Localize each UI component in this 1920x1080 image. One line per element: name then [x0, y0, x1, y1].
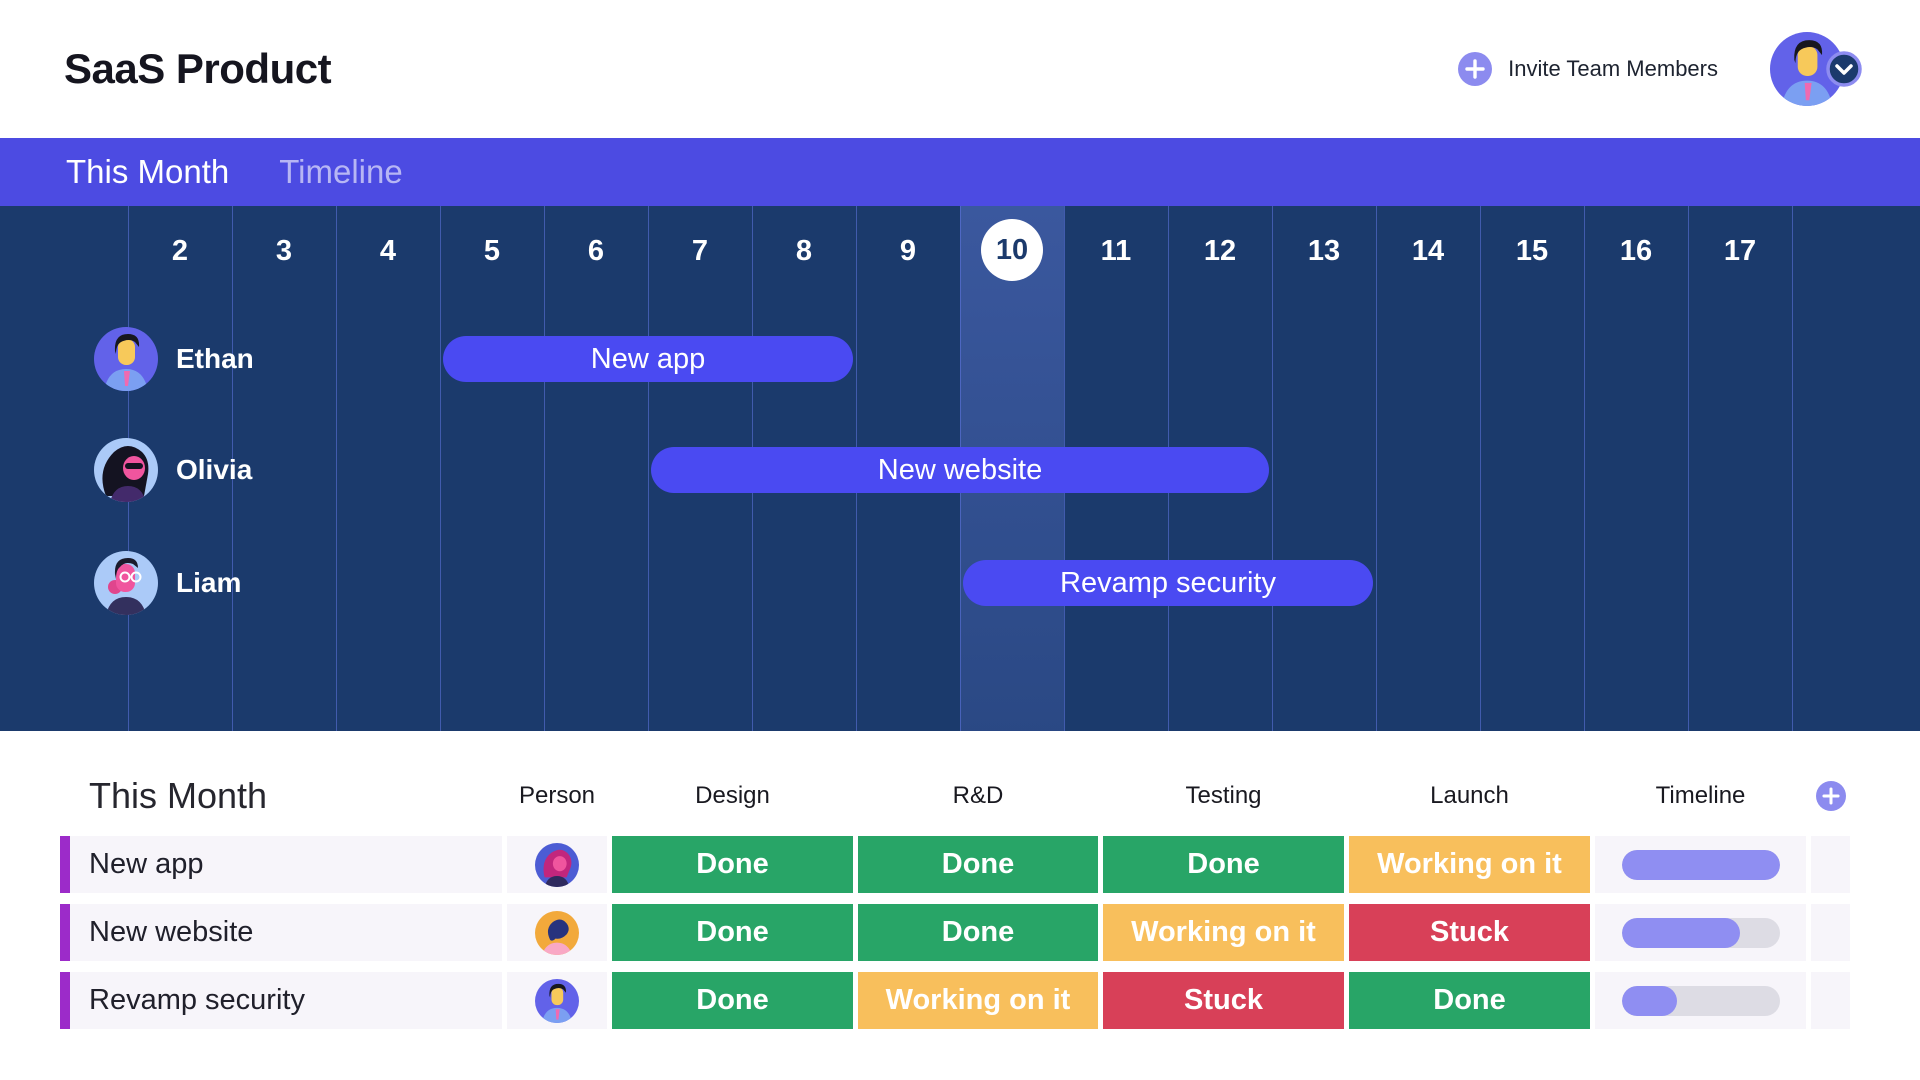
plus-icon: [1815, 781, 1846, 811]
add-column-spacer-cell: [1811, 904, 1850, 961]
day-label: 2: [171, 235, 189, 267]
person-cell[interactable]: [507, 836, 607, 893]
invite-team-members-button[interactable]: Invite Team Members: [1458, 52, 1718, 86]
day-label: 13: [1307, 235, 1341, 267]
column-header-r-d: R&D: [952, 782, 1004, 809]
app-header: SaaS Product Invite Team Members: [0, 0, 1920, 138]
gantt-gridline: [1584, 206, 1585, 731]
gantt-gridline: [440, 206, 441, 731]
status-cell[interactable]: Done: [858, 904, 1098, 961]
progress-bar: [1621, 917, 1780, 948]
status-cell[interactable]: Working on it: [1349, 836, 1590, 893]
ethan-avatar: [94, 327, 158, 391]
status-cell[interactable]: Working on it: [858, 972, 1098, 1029]
table-row: New app Done Done Done Working on it: [60, 836, 1850, 893]
person-name: Olivia: [176, 454, 253, 485]
task-name-cell[interactable]: New website: [60, 904, 502, 961]
gantt-gridline: [1272, 206, 1273, 731]
olivia-avatar: [94, 438, 158, 502]
day-label: 11: [1100, 235, 1132, 267]
progress-bar: [1621, 849, 1780, 880]
add-column-spacer-cell: [1811, 972, 1850, 1029]
gantt-timeline: 2 3 4 5 6 7 8 9 10 11 12 13 14 15 16 17 Ethan New app Ol…: [0, 206, 1920, 731]
day-label: 8: [795, 235, 813, 267]
today-badge: 10: [981, 219, 1043, 281]
page-title: SaaS Product: [64, 45, 332, 92]
table-row: New website Done Done Working on it Stuck: [60, 904, 1850, 961]
view-tabs: This Month Timeline: [0, 138, 1920, 206]
day-label: 4: [379, 235, 397, 267]
mini-avatar-2: [535, 910, 579, 955]
column-header-testing: Testing: [1185, 782, 1262, 809]
person-cell[interactable]: [507, 972, 607, 1029]
table-title: This Month: [89, 775, 268, 816]
gantt-bar-new-app[interactable]: New app: [443, 336, 853, 382]
gantt-gridline: [1376, 206, 1377, 731]
day-label: 15: [1515, 235, 1549, 267]
user-menu[interactable]: [1770, 32, 1862, 106]
person-cell[interactable]: [507, 904, 607, 961]
gantt-gridline: [1792, 206, 1793, 731]
gantt-gridline: [1688, 206, 1689, 731]
status-cell[interactable]: Done: [1103, 836, 1344, 893]
day-label: 9: [899, 235, 917, 267]
tab-timeline[interactable]: Timeline: [279, 153, 403, 190]
progress-fill: [1621, 985, 1677, 1016]
status-cell[interactable]: Working on it: [1103, 904, 1344, 961]
status-cell[interactable]: Stuck: [1349, 904, 1590, 961]
mini-avatar-3: [535, 978, 579, 1023]
table-header-row: This Month Person Design R&D Testing Launch Ti…: [60, 772, 1850, 820]
progress-fill: [1621, 849, 1780, 880]
status-cell[interactable]: Done: [612, 904, 853, 961]
status-cell[interactable]: Stuck: [1103, 972, 1344, 1029]
gantt-bar-revamp-security[interactable]: Revamp security: [963, 560, 1373, 606]
timeline-cell[interactable]: [1595, 904, 1806, 961]
column-header-timeline: Timeline: [1655, 782, 1746, 809]
add-column-button[interactable]: [1811, 781, 1850, 811]
header-actions: Invite Team Members: [1458, 32, 1862, 106]
task-name-cell[interactable]: Revamp security: [60, 972, 502, 1029]
person-name: Ethan: [176, 343, 254, 374]
board-table: This Month Person Design R&D Testing Launch Ti…: [60, 772, 1850, 1040]
day-label: 5: [483, 235, 501, 267]
day-label: 17: [1723, 235, 1757, 267]
column-header-person: Person: [518, 782, 596, 809]
tab-this-month[interactable]: This Month: [66, 153, 230, 190]
mini-avatar-1: [535, 842, 579, 887]
timeline-cell[interactable]: [1595, 972, 1806, 1029]
day-label: 7: [691, 235, 709, 267]
status-cell[interactable]: Done: [612, 972, 853, 1029]
progress-bar: [1621, 985, 1780, 1016]
gantt-bar-new-website[interactable]: New website: [651, 447, 1269, 493]
progress-fill: [1621, 917, 1740, 948]
status-cell[interactable]: Done: [612, 836, 853, 893]
timeline-cell[interactable]: [1595, 836, 1806, 893]
task-name-cell[interactable]: New app: [60, 836, 502, 893]
gantt-gridline: [648, 206, 649, 731]
day-label: 14: [1411, 235, 1445, 267]
gantt-gridline: [1480, 206, 1481, 731]
status-cell[interactable]: Done: [858, 836, 1098, 893]
liam-avatar: [94, 551, 158, 615]
column-header-launch: Launch: [1430, 782, 1509, 809]
status-cell[interactable]: Done: [1349, 972, 1590, 1029]
gantt-gridline: [232, 206, 233, 731]
chevron-down-icon[interactable]: [1826, 51, 1862, 87]
gantt-gridline: [336, 206, 337, 731]
day-label: 12: [1203, 235, 1237, 267]
gantt-gridline: [544, 206, 545, 731]
column-header-design: Design: [695, 782, 770, 809]
person-name: Liam: [176, 567, 242, 598]
day-label: 6: [587, 235, 605, 267]
day-label: 3: [275, 235, 293, 267]
table-row: Revamp security Done Working on it Stuck Do…: [60, 972, 1850, 1029]
plus-icon: [1458, 52, 1493, 86]
invite-team-members-label: Invite Team Members: [1508, 56, 1718, 81]
day-label: 16: [1619, 235, 1653, 267]
add-column-spacer-cell: [1811, 836, 1850, 893]
